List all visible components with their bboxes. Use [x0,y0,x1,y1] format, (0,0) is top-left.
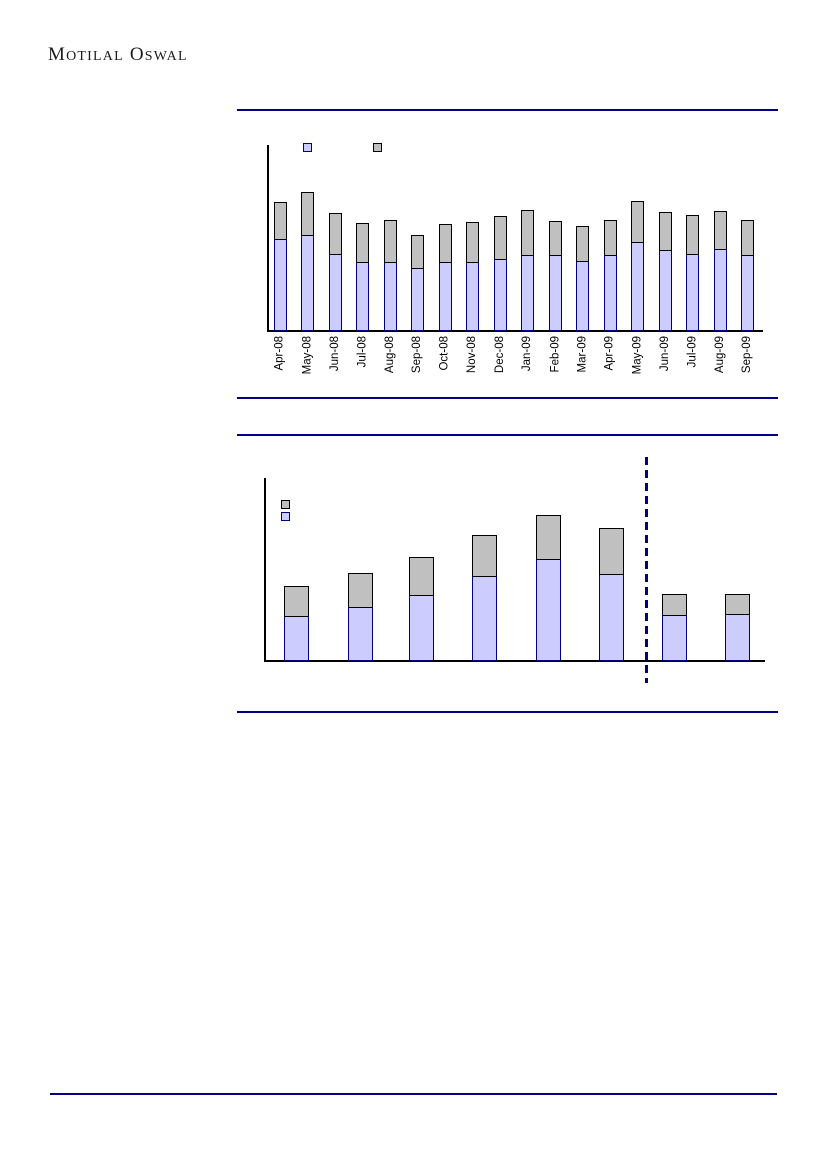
x-axis-label: Aug-09 [714,336,726,374]
bar-segment-bottom [686,255,699,331]
footer-rule [50,1093,777,1095]
chart1-x-axis [267,330,763,332]
bar-segment-bottom [356,263,369,331]
bar-segment-bottom [438,263,452,331]
bar-segment-bottom [521,256,534,331]
chart2-legend-swatch-gray [281,500,290,509]
bar-segment-bottom [466,263,479,331]
bar-segment-bottom [741,256,754,331]
x-axis-label: Jun-08 [329,336,341,372]
bar-segment-top [576,226,589,262]
bar-segment-bottom [411,269,424,331]
bar-segment-top [273,202,287,240]
x-axis-label: Jul-09 [686,336,699,368]
x-axis-label: Nov-08 [466,336,479,374]
bar-segment-top [521,210,534,256]
chart2-legend-swatch-blue [281,512,290,521]
brand-logo: MOTILAL OSWAL [48,44,188,65]
bar-segment-bottom [471,577,497,661]
bar-segment-top [535,515,561,560]
bar-segment-top [356,223,369,263]
bar-segment-bottom [576,262,589,331]
bar-segment-bottom [548,256,562,331]
bar-segment-top [283,586,309,617]
bar-segment-top [471,535,497,577]
bar-segment-top [493,216,507,260]
chart2-y-axis [264,478,266,661]
chart1-legend-swatch-blue [303,143,312,152]
x-axis-label: Jan-09 [521,336,534,372]
bar-segment-top [603,220,617,256]
bar-segment-top [328,213,342,255]
x-axis-label: Oct-08 [439,336,451,371]
x-axis-label: May-08 [301,336,314,375]
bar-segment-bottom [631,243,644,331]
bar-segment-top [347,573,373,608]
bar-segment-top [466,222,479,263]
x-axis-label: Feb-09 [549,336,561,373]
bar-segment-top [631,201,644,243]
bar-segment-bottom [603,256,617,331]
bar-segment-bottom [383,263,397,331]
bar-segment-bottom [535,560,561,661]
x-axis-label: Apr-09 [604,336,616,371]
bar-segment-bottom [493,260,507,331]
bar-segment-bottom [598,575,624,661]
chart1-legend-swatch-gray [373,143,382,152]
x-axis-label: Jul-08 [356,336,369,368]
x-axis-label: Apr-08 [274,336,286,371]
section-rule-above-chart2 [237,434,778,436]
bar-segment-top [661,594,687,616]
bar-segment-bottom [347,608,373,661]
x-axis-label: Dec-08 [494,336,506,374]
bar-segment-bottom [408,596,434,661]
x-axis-label: Mar-09 [576,336,589,373]
x-axis-label: Sep-09 [741,336,754,374]
x-axis-label: Jun-09 [659,336,671,372]
section-rule-top [237,109,778,111]
section-rule-below-chart1 [237,397,778,399]
forecast-dashed-separator [645,457,648,683]
bar-segment-bottom [713,250,727,331]
bar-segment-top [301,192,314,236]
x-axis-label: Aug-08 [384,336,396,374]
bar-segment-bottom [328,255,342,331]
chart2-x-axis [264,660,765,662]
bar-segment-top [408,557,434,596]
bar-segment-bottom [724,615,750,661]
bar-segment-bottom [301,236,314,331]
bar-segment-bottom [661,616,687,661]
bar-segment-top [411,235,424,269]
bar-segment-bottom [283,617,309,661]
bar-segment-top [658,212,672,251]
bar-segment-top [548,221,562,256]
chart1-y-axis [267,145,269,331]
section-rule-below-chart2 [237,711,778,713]
bar-segment-top [713,211,727,250]
bar-segment-top [598,528,624,575]
x-axis-label: May-09 [631,336,644,375]
bar-segment-bottom [658,251,672,331]
x-axis-label: Sep-08 [411,336,424,374]
bar-segment-top [438,224,452,263]
bar-segment-top [686,215,699,255]
bar-segment-top [724,594,750,615]
bar-segment-bottom [273,240,287,331]
brand-text: M [48,44,67,65]
bar-segment-top [383,220,397,263]
bar-segment-top [741,220,754,256]
